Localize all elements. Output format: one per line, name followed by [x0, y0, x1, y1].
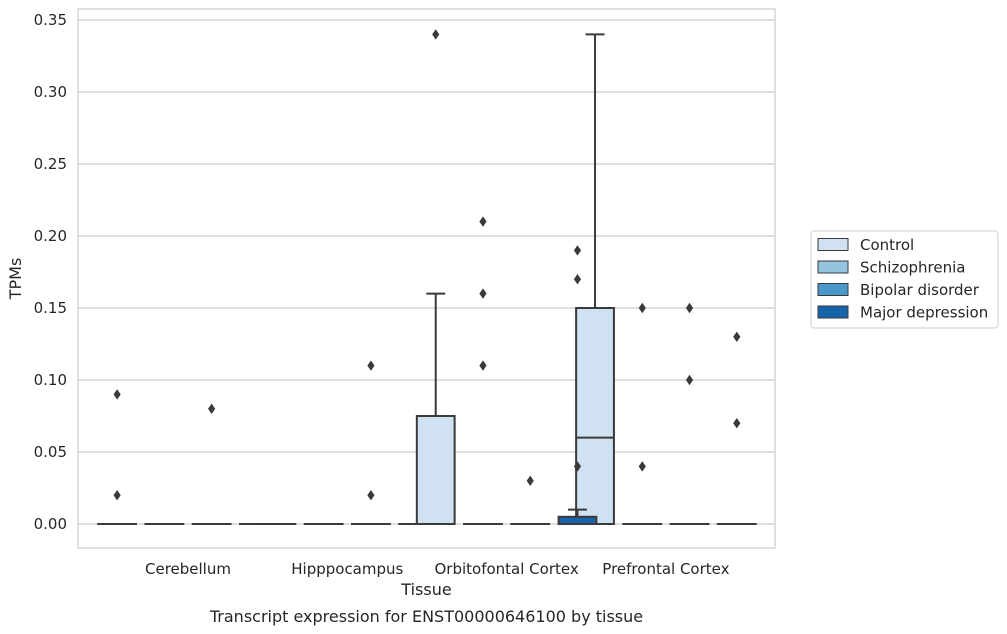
- y-tick-label: 0.20: [34, 227, 67, 245]
- legend-swatch: [817, 260, 849, 274]
- outlier-point: [685, 302, 694, 314]
- x-tick-labels: Cerebellum Hipppocampus Orbitofontal Corte…: [145, 560, 730, 578]
- legend-label: Control: [860, 236, 914, 254]
- gridlines: [78, 19, 775, 525]
- box-control: [575, 33, 615, 525]
- plot-area-frame: [77, 8, 776, 549]
- outlier-point: [479, 216, 487, 227]
- box-body: [557, 515, 598, 525]
- legend-swatch: [817, 305, 849, 319]
- box-major-depression: [557, 508, 598, 525]
- outlier-point: [367, 490, 375, 501]
- outlier-point: [733, 418, 741, 429]
- boxes: [97, 33, 757, 526]
- outlier-point: [479, 360, 487, 371]
- legend: Control Schizophrenia Bipolar disorder Majo…: [810, 230, 999, 329]
- y-tick-label: 0.00: [34, 515, 67, 533]
- x-tick-label: Prefrontal Cortex: [602, 560, 729, 578]
- legend-label: Schizophrenia: [860, 259, 965, 277]
- outlier-point: [432, 29, 440, 40]
- legend-swatch: [817, 238, 849, 251]
- box-body: [415, 415, 456, 525]
- y-tick-label: 0.30: [34, 83, 67, 101]
- outlier-point: [526, 475, 534, 486]
- outlier-point: [113, 389, 121, 400]
- box-control: [415, 292, 456, 525]
- y-axis-label: TPMs: [6, 258, 25, 301]
- outlier-point: [208, 403, 216, 414]
- x-tick-label: Hipppocampus: [291, 560, 403, 578]
- outlier-point: [638, 302, 646, 314]
- x-axis-label: Tissue: [400, 580, 451, 599]
- legend-label: Major depression: [860, 304, 988, 322]
- outlier-point: [573, 274, 582, 285]
- y-tick-label: 0.15: [34, 299, 67, 317]
- outlier-point: [638, 461, 646, 472]
- legend-frame: [810, 230, 999, 329]
- outlier-point: [573, 245, 582, 256]
- x-tick-label: Cerebellum: [145, 560, 231, 578]
- outlier-point: [733, 331, 741, 342]
- outlier-point: [113, 490, 121, 501]
- y-tick-label: 0.25: [34, 155, 67, 173]
- chart-caption: Transcript expression for ENST0000064610…: [209, 607, 643, 626]
- legend-swatch: [817, 283, 849, 296]
- outliers: [113, 29, 741, 501]
- outlier-point: [573, 461, 582, 472]
- y-tick-labels: 0.00 0.05 0.10 0.15 0.20 0.25 0.30 0.35: [34, 11, 67, 533]
- outlier-point: [367, 360, 375, 371]
- y-tick-label: 0.10: [34, 371, 67, 389]
- y-tick-label: 0.05: [34, 443, 67, 461]
- x-tick-label: Orbitofontal Cortex: [434, 560, 578, 578]
- box-body: [575, 307, 615, 525]
- outlier-point: [479, 288, 487, 299]
- outlier-point: [685, 374, 694, 386]
- y-tick-label: 0.35: [34, 11, 67, 29]
- legend-label: Bipolar disorder: [860, 281, 980, 299]
